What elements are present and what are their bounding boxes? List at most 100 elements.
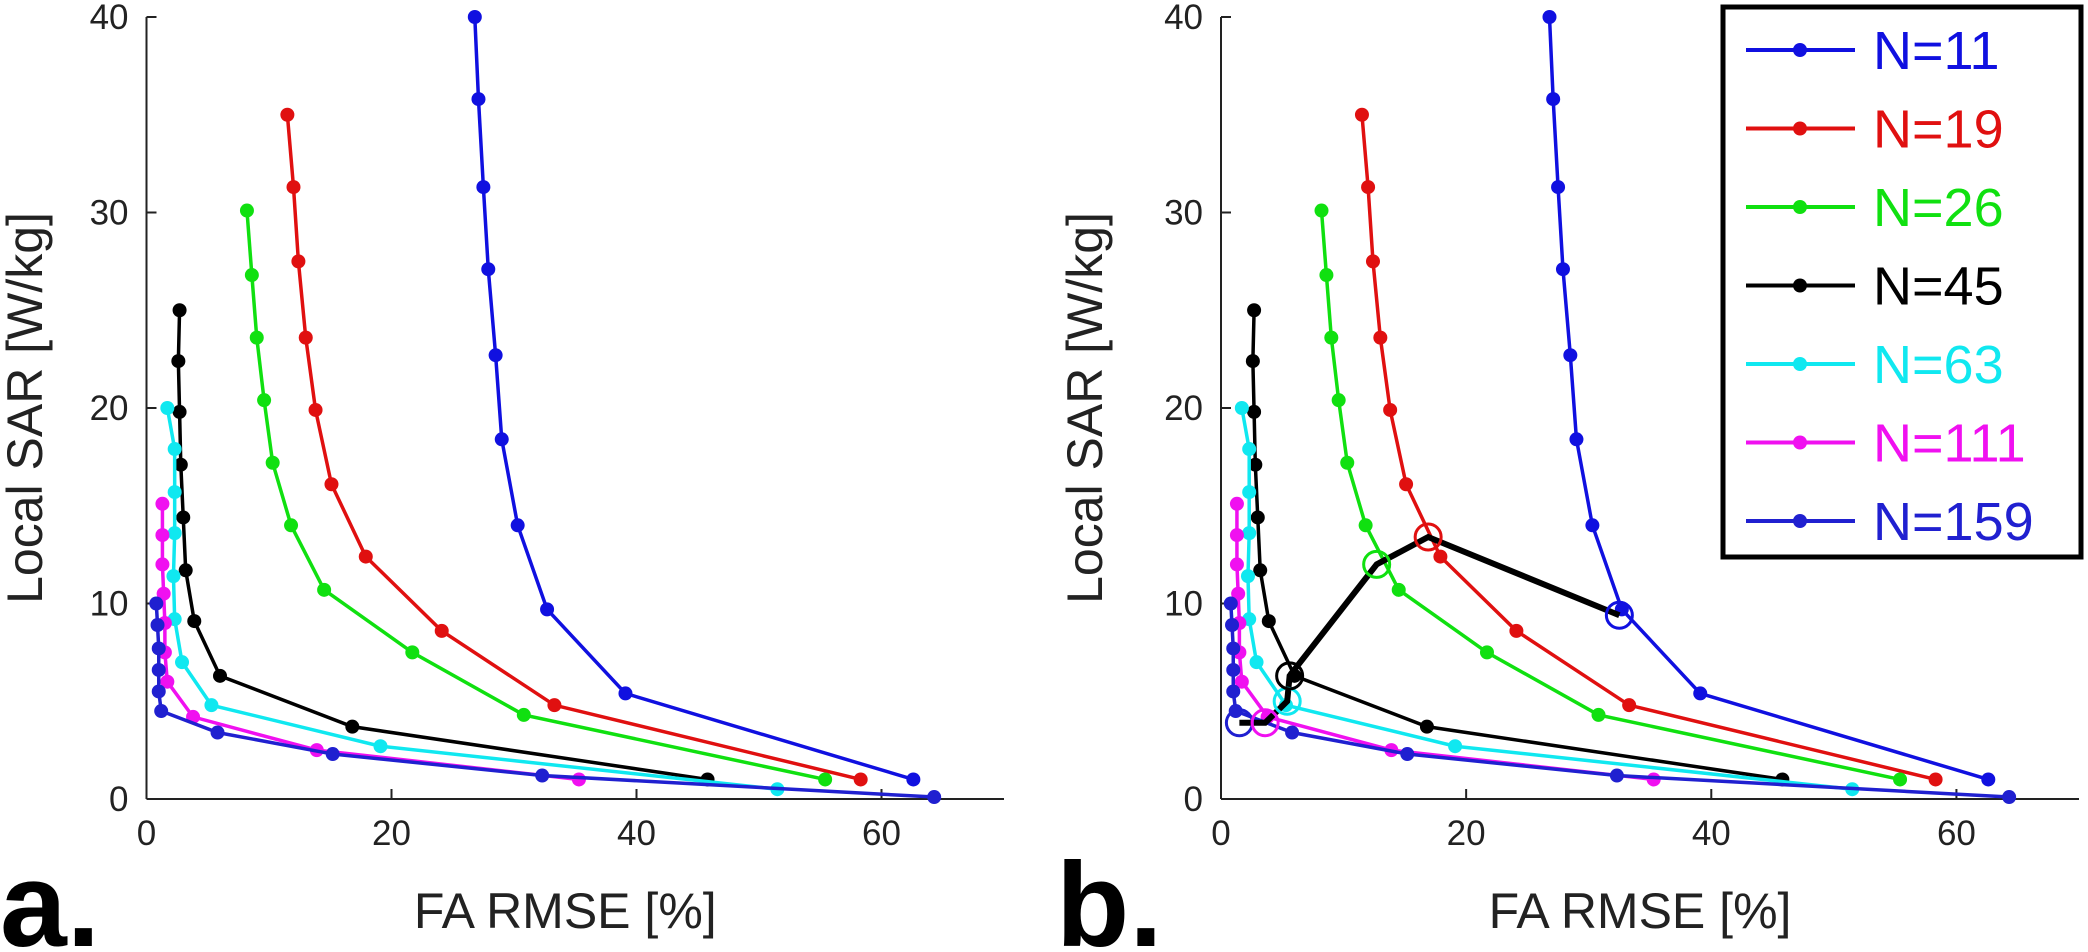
data-point [1569, 432, 1584, 447]
series-line [1251, 310, 1783, 782]
data-point [167, 442, 182, 457]
data-point [1242, 485, 1257, 500]
data-point [818, 772, 833, 787]
x-tick-label: 40 [1692, 814, 1731, 853]
y-tick-label: 0 [1184, 780, 1203, 819]
legend-label: N=111 [1873, 414, 2026, 474]
data-point [155, 557, 170, 572]
data-point [324, 477, 339, 492]
highlight-circle [1250, 708, 1280, 738]
y-tick-label: 10 [1164, 585, 1203, 624]
highlight-circle [1275, 661, 1305, 691]
data-point [154, 704, 169, 719]
data-point [1248, 457, 1263, 472]
series-line [245, 210, 826, 782]
series-line [154, 603, 935, 799]
data-point [166, 569, 181, 584]
legend-label: N=63 [1873, 335, 2004, 395]
data-point [494, 432, 509, 447]
data-point [1240, 569, 1255, 584]
legend-box [1720, 4, 2084, 560]
data-point [171, 354, 186, 369]
series-line [473, 16, 914, 782]
data-point [1242, 526, 1257, 541]
y-tick-label: 0 [109, 780, 128, 819]
data-point [1383, 402, 1398, 417]
data-point [151, 662, 166, 677]
data-point [1563, 348, 1578, 363]
data-point [927, 790, 942, 805]
y-tick-label: 30 [1164, 194, 1203, 233]
series-line [1229, 603, 2010, 799]
data-point [172, 404, 187, 419]
data-point [249, 330, 264, 345]
legend-marker [1793, 435, 1807, 450]
data-point [1419, 719, 1434, 734]
x-tick-label: 20 [372, 814, 411, 853]
data-point [481, 262, 496, 277]
data-point [1542, 10, 1557, 24]
data-point [325, 747, 340, 762]
data-point [172, 303, 187, 318]
data-point [1391, 582, 1406, 597]
y-axis-label: Local SAR [W/kg] [1057, 212, 1113, 604]
data-point [160, 401, 175, 415]
data-point [1250, 510, 1265, 525]
x-tick-label: 60 [862, 814, 901, 853]
series-line [176, 310, 708, 782]
series-line [165, 407, 778, 791]
data-point [213, 668, 227, 683]
data-point [1234, 674, 1249, 689]
data-point [1433, 549, 1448, 564]
series-line [1235, 503, 1654, 782]
legend-marker [1793, 43, 1807, 57]
legend-label: N=159 [1873, 492, 2034, 552]
x-tick-label: 0 [1211, 814, 1230, 853]
y-tick-label: 30 [90, 194, 129, 233]
data-point [1225, 618, 1240, 633]
highlight-circle [1362, 549, 1392, 579]
legend-label: N=45 [1873, 257, 2004, 317]
data-point [308, 402, 323, 417]
data-point [1234, 401, 1249, 415]
data-point [1546, 92, 1561, 107]
data-point [405, 645, 420, 660]
data-point [187, 614, 202, 629]
data-point [284, 518, 299, 533]
data-point [1509, 623, 1524, 638]
x-tick-label: 0 [137, 814, 156, 853]
data-point [1693, 686, 1708, 701]
data-point [155, 528, 170, 543]
data-point [1223, 596, 1238, 611]
data-point [210, 725, 225, 740]
data-point [150, 618, 165, 633]
data-point [257, 393, 272, 408]
data-point [1245, 354, 1260, 369]
data-point [1981, 772, 1996, 787]
data-point [1928, 772, 1943, 787]
legend-marker [1793, 121, 1807, 136]
data-point [175, 655, 190, 670]
data-point [178, 563, 193, 578]
data-point [1247, 404, 1262, 419]
legend-label: N=26 [1873, 178, 2004, 238]
series-line [160, 503, 580, 782]
data-point [1354, 107, 1369, 122]
data-point [2002, 790, 2017, 805]
data-point [906, 772, 921, 787]
legend-marker [1793, 357, 1807, 371]
data-point [1555, 262, 1570, 277]
series-line [1360, 114, 1937, 782]
y-tick-label: 10 [90, 585, 129, 624]
data-point [1358, 518, 1373, 533]
data-point [280, 107, 295, 122]
highlight-circle [1604, 600, 1634, 630]
y-tick-label: 40 [1164, 0, 1203, 37]
data-point [156, 586, 171, 601]
data-point [1247, 303, 1262, 318]
data-point [547, 698, 562, 713]
data-point [176, 510, 191, 525]
data-point [1365, 254, 1380, 269]
data-point [853, 772, 868, 787]
